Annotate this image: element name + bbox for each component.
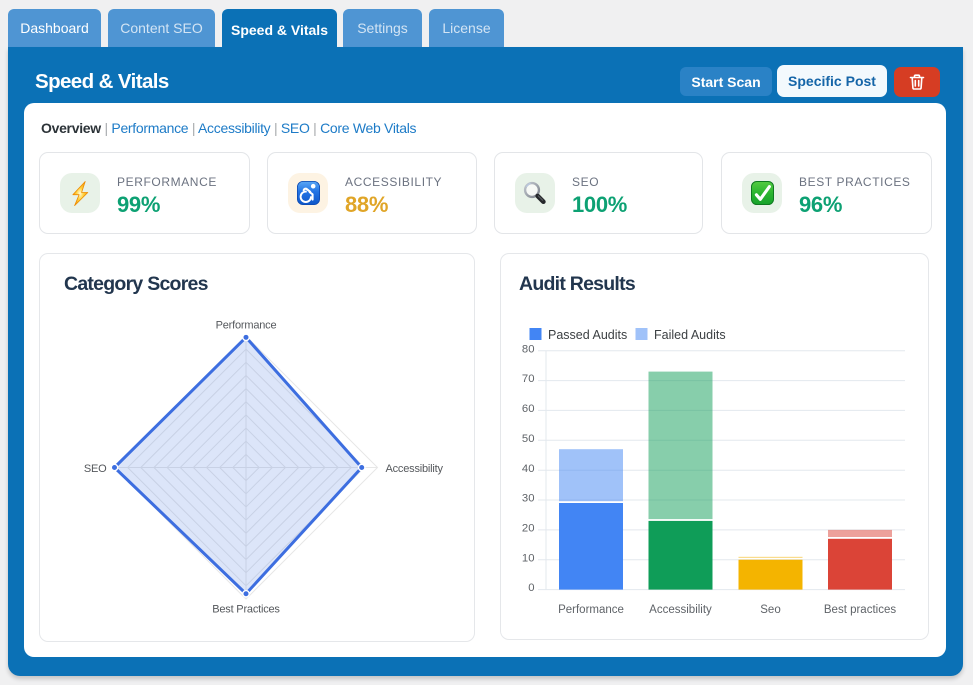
svg-text:60: 60 [522, 403, 535, 415]
svg-text:0: 0 [528, 582, 534, 594]
svg-text:SEO: SEO [84, 463, 107, 475]
svg-text:Seo: Seo [760, 604, 780, 616]
svg-text:30: 30 [522, 493, 535, 505]
svg-text:Best Practices: Best Practices [212, 604, 280, 616]
svg-text:Performance: Performance [216, 319, 277, 331]
svg-text:Best practices: Best practices [824, 604, 896, 616]
svg-text:Failed Audits: Failed Audits [654, 328, 726, 342]
svg-text:Accessibility: Accessibility [649, 604, 712, 616]
svg-text:Accessibility: Accessibility [386, 463, 444, 475]
svg-text:40: 40 [522, 463, 535, 475]
svg-text:70: 70 [522, 373, 535, 385]
svg-text:Passed Audits: Passed Audits [548, 328, 627, 342]
svg-text:50: 50 [522, 433, 535, 445]
svg-text:Performance: Performance [558, 604, 624, 616]
svg-text:80: 80 [522, 343, 535, 355]
svg-text:10: 10 [522, 552, 535, 564]
svg-text:20: 20 [522, 523, 535, 535]
